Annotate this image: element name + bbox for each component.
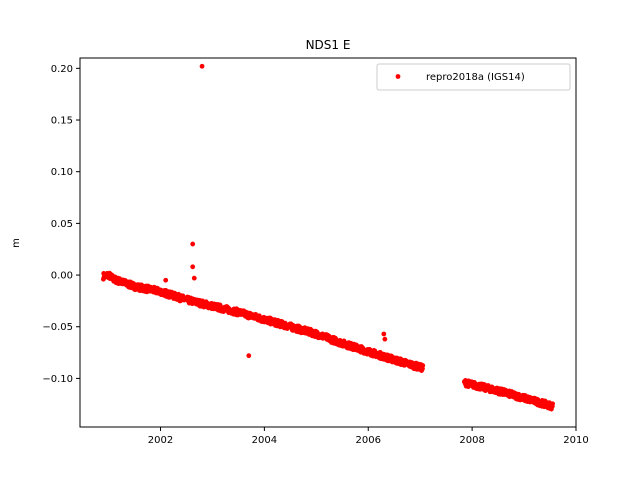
data-point bbox=[550, 401, 556, 407]
legend-marker bbox=[395, 74, 401, 79]
outlier-point bbox=[163, 277, 169, 283]
y-axis-label: m bbox=[11, 238, 22, 248]
legend: repro2018a (IGS14) bbox=[376, 63, 571, 91]
y-tick-label: 0.00 bbox=[51, 271, 73, 282]
x-tick-label: 2006 bbox=[356, 435, 381, 446]
outlier-point bbox=[191, 275, 197, 281]
legend-box bbox=[376, 63, 571, 91]
x-tick-label: 2010 bbox=[563, 435, 588, 446]
outlier-point bbox=[246, 353, 252, 359]
plot-frame bbox=[79, 57, 577, 428]
data-point bbox=[420, 363, 426, 368]
outlier-point bbox=[190, 241, 196, 247]
outlier-point bbox=[190, 264, 196, 270]
outlier-point bbox=[382, 336, 388, 342]
y-tick-label: 0.05 bbox=[51, 219, 73, 230]
outlier-point bbox=[199, 63, 205, 69]
legend-label: repro2018a (IGS14) bbox=[426, 72, 525, 83]
y-tick-label: −0.10 bbox=[42, 374, 73, 385]
y-tick-label: 0.20 bbox=[51, 64, 73, 75]
y-tick-label: 0.10 bbox=[51, 167, 73, 178]
axes: 2002 2004 2006 2008 2010 −0.10 −0.05 0.00 0.05 0.… bbox=[42, 57, 589, 446]
y-tick-label: −0.05 bbox=[42, 322, 73, 333]
data-points bbox=[100, 63, 556, 412]
outlier-point bbox=[381, 331, 387, 337]
x-tick-label: 2004 bbox=[252, 435, 277, 446]
x-tick-label: 2002 bbox=[148, 435, 173, 446]
chart-title: NDS1 E bbox=[306, 38, 351, 52]
x-tick-label: 2008 bbox=[459, 435, 484, 446]
y-tick-label: 0.15 bbox=[51, 116, 73, 127]
